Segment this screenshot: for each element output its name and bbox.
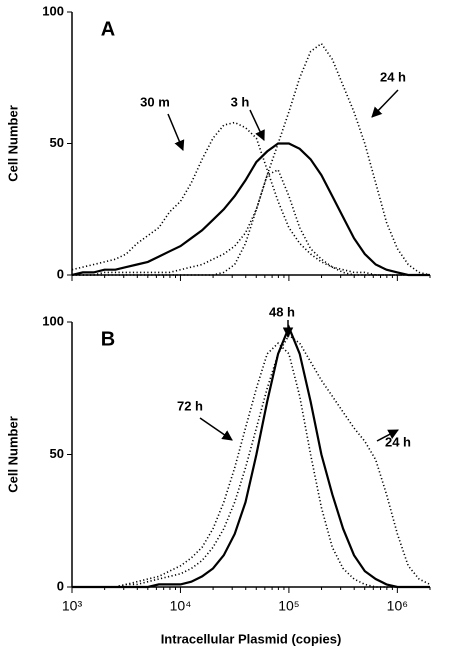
y-tick-label: 50	[50, 135, 64, 150]
series-line	[72, 342, 430, 588]
x-tick-label: 10³	[62, 598, 83, 614]
panel-label: A	[101, 18, 115, 40]
series-line	[72, 42, 431, 276]
y-tick-label: 100	[42, 313, 64, 328]
annotation-arrow	[376, 429, 399, 442]
series-annotation: 30 m	[140, 94, 170, 109]
annotation-arrow	[249, 109, 265, 141]
series-annotation: 24 h	[380, 69, 406, 84]
y-tick-label: 0	[57, 266, 64, 281]
x-axis-label: Intracellular Plasmid (copies)	[161, 631, 342, 646]
x-tick-label: 10⁶	[387, 598, 408, 614]
y-tick-label: 50	[50, 446, 64, 461]
x-tick-label: 10⁵	[278, 598, 299, 614]
y-tick-label: 100	[42, 3, 64, 18]
series-annotation: 3 h	[231, 94, 250, 109]
annotation-arrow	[167, 113, 185, 151]
y-axis-label: Cell Number	[5, 416, 20, 493]
annotation-arrow	[371, 89, 399, 118]
x-tick-label: 10⁴	[170, 598, 192, 614]
annotation-arrow	[199, 417, 233, 441]
series-annotation: 24 h	[385, 434, 411, 449]
series-annotation: 48 h	[269, 304, 295, 319]
series-line	[72, 334, 431, 588]
panel-label: B	[101, 328, 115, 350]
series-annotation: 72 h	[177, 398, 203, 413]
series-line	[72, 168, 430, 276]
y-tick-label: 0	[57, 578, 64, 593]
series-line	[72, 324, 430, 589]
y-axis-label: Cell Number	[5, 105, 20, 182]
series-line	[71, 121, 430, 276]
series-line	[71, 142, 430, 277]
